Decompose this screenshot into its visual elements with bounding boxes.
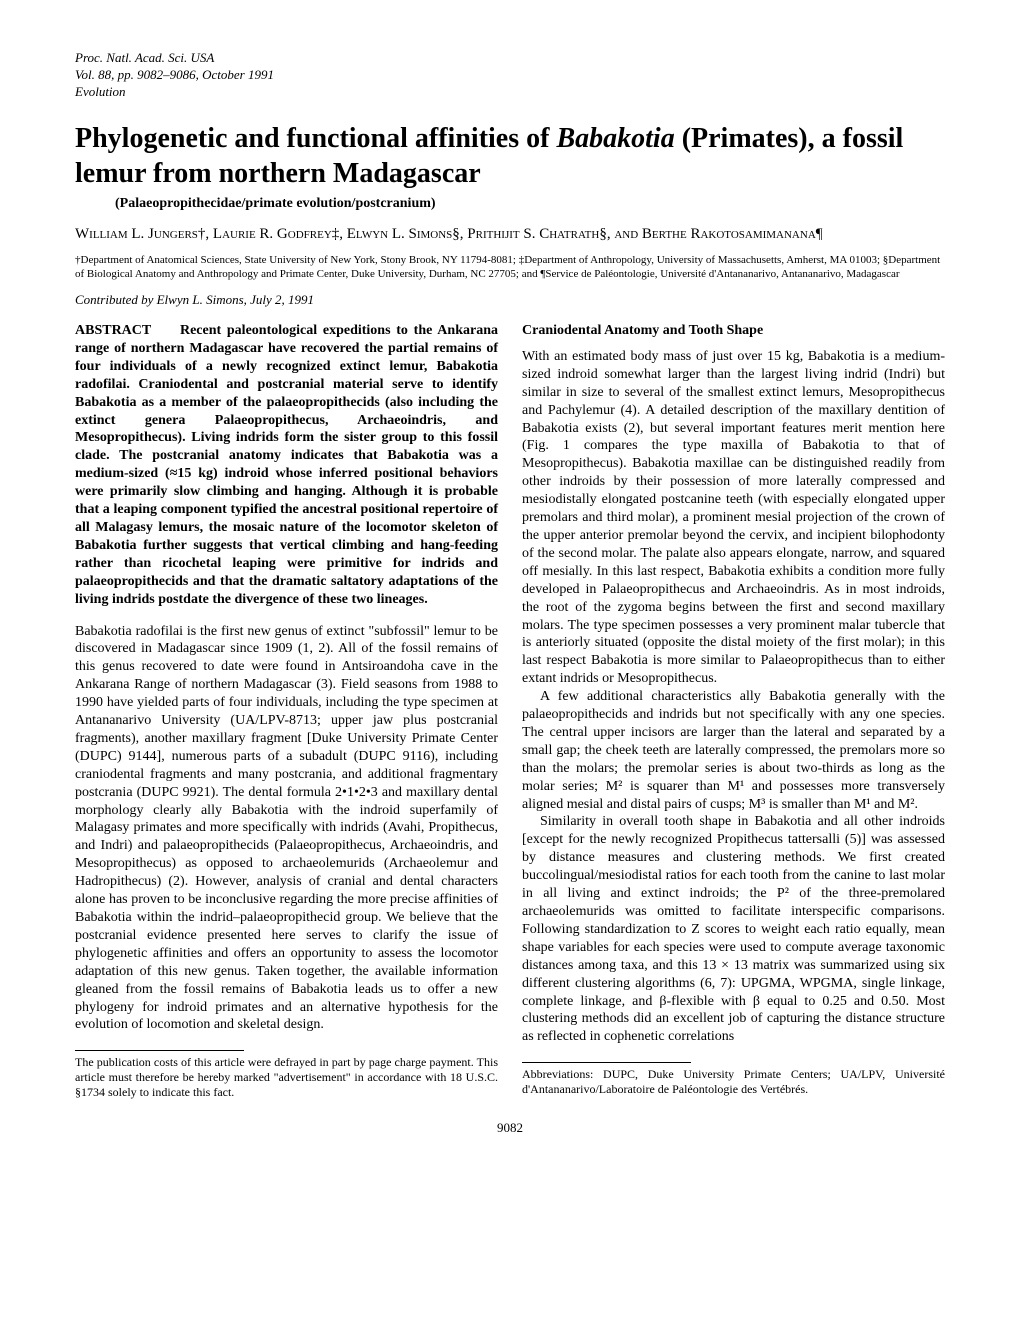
abstract: ABSTRACT Recent paleontological expediti… bbox=[75, 322, 498, 609]
title-part1: Phylogenetic and functional affinities o… bbox=[75, 123, 556, 154]
journal-name: Proc. Natl. Acad. Sci. USA bbox=[75, 50, 945, 67]
footnote-rule-left bbox=[75, 1050, 244, 1051]
col2-p1: With an estimated body mass of just over… bbox=[522, 348, 945, 688]
affiliations: †Department of Anatomical Sciences, Stat… bbox=[75, 253, 945, 282]
journal-section: Evolution bbox=[75, 84, 945, 101]
left-column: ABSTRACT Recent paleontological expediti… bbox=[75, 322, 498, 1100]
col2-p2: A few additional characteristics ally Ba… bbox=[522, 688, 945, 813]
intro-paragraph: Babakotia radofilai is the first new gen… bbox=[75, 623, 498, 1035]
abstract-text: Recent paleontological expeditions to th… bbox=[75, 323, 498, 607]
contributed-line: Contributed by Elwyn L. Simons, July 2, … bbox=[75, 292, 945, 308]
col2-p3: Similarity in overall tooth shape in Bab… bbox=[522, 813, 945, 1046]
footnote-left: The publication costs of this article we… bbox=[75, 1055, 498, 1100]
abstract-label: ABSTRACT bbox=[75, 323, 151, 338]
journal-header: Proc. Natl. Acad. Sci. USA Vol. 88, pp. … bbox=[75, 50, 945, 101]
section-heading: Craniodental Anatomy and Tooth Shape bbox=[522, 322, 945, 340]
right-column: Craniodental Anatomy and Tooth Shape Wit… bbox=[522, 322, 945, 1100]
footnote-rule-right bbox=[522, 1062, 691, 1063]
journal-vol: Vol. 88, pp. 9082–9086, October 1991 bbox=[75, 67, 945, 84]
two-column-body: ABSTRACT Recent paleontological expediti… bbox=[75, 322, 945, 1100]
article-subtitle: (Palaeopropithecidae/primate evolution/p… bbox=[75, 195, 945, 213]
footnote-right: Abbreviations: DUPC, Duke University Pri… bbox=[522, 1067, 945, 1097]
article-title: Phylogenetic and functional affinities o… bbox=[75, 121, 945, 191]
title-genus: Babakotia bbox=[556, 123, 674, 154]
authors: William L. Jungers†, Laurie R. Godfrey‡,… bbox=[75, 224, 945, 245]
page-number: 9082 bbox=[75, 1120, 945, 1136]
